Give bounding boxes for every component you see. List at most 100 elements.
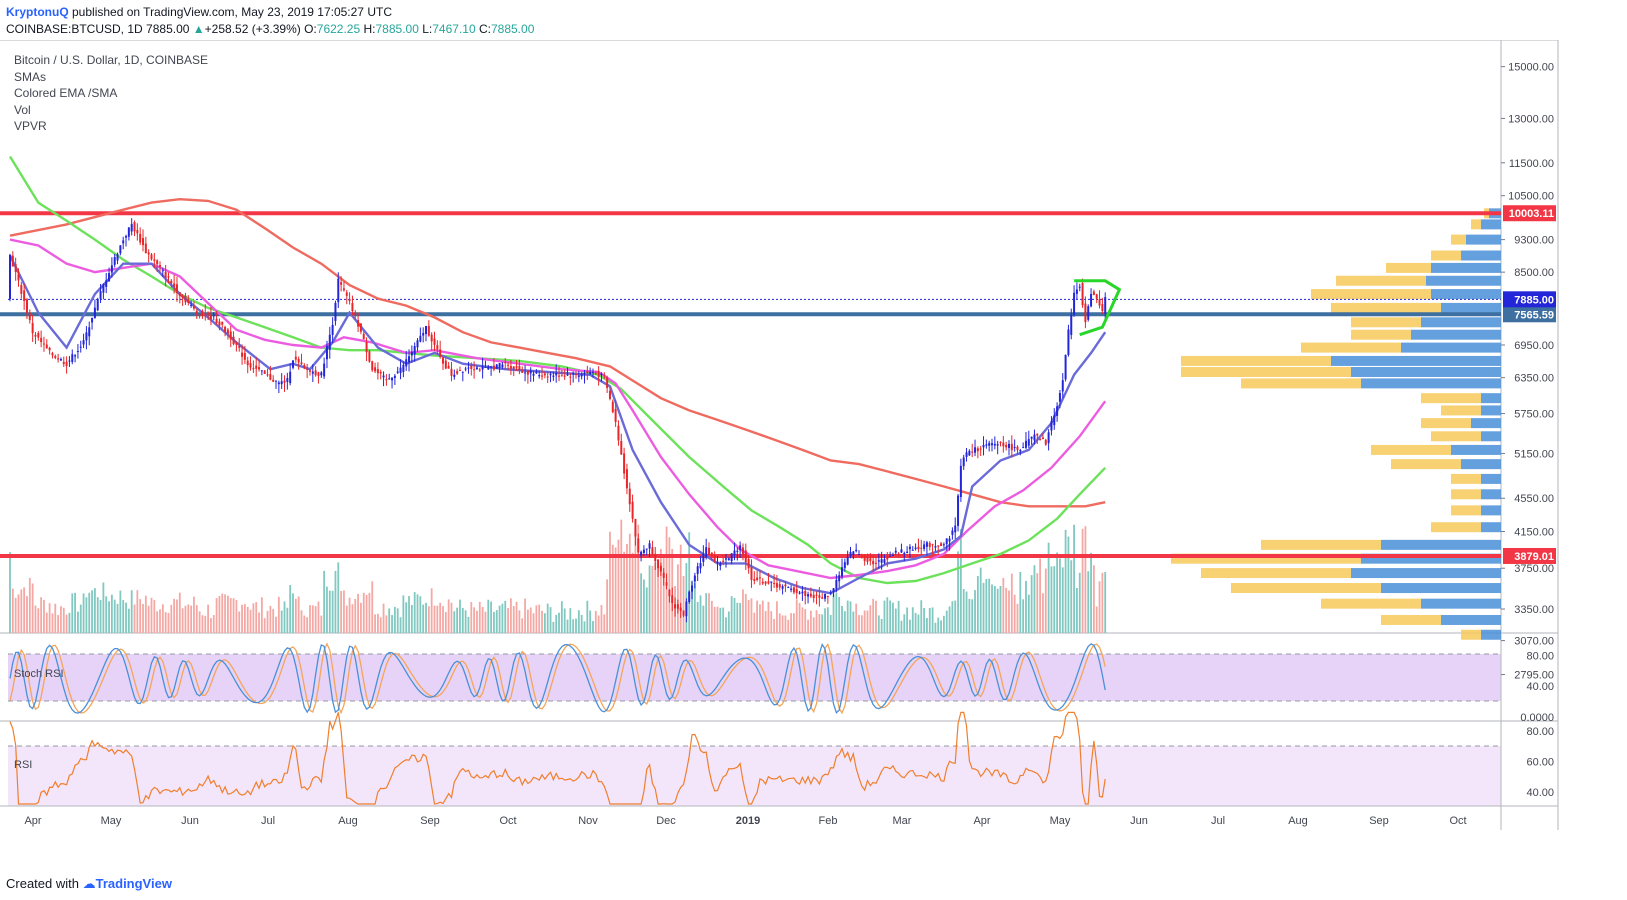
candle-body <box>577 375 580 377</box>
candle-body <box>195 310 198 314</box>
volume-bar <box>668 537 671 633</box>
legend-item[interactable]: Vol <box>14 102 31 117</box>
candle-body <box>812 594 815 599</box>
price-chart[interactable]: 17000.0015000.0013000.0011500.0010500.00… <box>0 40 1627 874</box>
vpvr-bar-down <box>1426 275 1501 286</box>
volume-bar <box>611 544 614 633</box>
author-link[interactable]: KryptonuQ <box>6 5 69 19</box>
volume-bar <box>1010 573 1013 633</box>
candle-body <box>1013 446 1016 448</box>
candle-body <box>385 379 388 381</box>
stoch-tick-label: 40.00 <box>1526 681 1554 693</box>
volume-bar <box>337 562 340 633</box>
volume-bar <box>589 610 592 633</box>
candle-body <box>722 560 725 562</box>
volume-bar <box>691 580 693 633</box>
candle-body <box>226 329 229 334</box>
vpvr-bar-down <box>1381 539 1501 550</box>
volume-bar <box>292 593 294 633</box>
candle-body <box>187 299 190 303</box>
candle-body <box>362 333 365 340</box>
time-axis-label: Feb <box>819 815 838 827</box>
stoch-k-line <box>9 642 1106 714</box>
volume-bar <box>773 619 775 633</box>
vpvr-bar-down <box>1421 317 1501 328</box>
candle-body <box>399 367 402 374</box>
candle-body <box>586 371 589 373</box>
time-axis-label: Mar <box>893 815 912 827</box>
volume-bar <box>543 613 546 633</box>
volume-bar <box>345 605 348 633</box>
vpvr-bar-down <box>1481 473 1501 484</box>
stoch-rsi-title[interactable]: Stoch RSI <box>14 668 64 680</box>
volume-bar <box>510 598 512 633</box>
vpvr-bar-down <box>1441 302 1501 313</box>
volume-bar <box>320 615 323 633</box>
candle-body <box>705 547 708 558</box>
volume-bar <box>999 585 1002 633</box>
volume-bar <box>184 605 187 633</box>
volume-bar <box>793 613 795 633</box>
volume-bar <box>1016 603 1019 633</box>
candle-body <box>957 495 960 526</box>
volume-bar <box>742 589 744 633</box>
volume-bar <box>926 617 928 633</box>
candle-body <box>883 559 886 563</box>
legend-item[interactable]: Bitcoin / U.S. Dollar, 1D, COINBASE <box>14 53 209 67</box>
sma200-line <box>9 197 1106 508</box>
candle-body <box>88 327 91 337</box>
volume-bar <box>512 606 515 633</box>
candle-body <box>1030 436 1033 439</box>
legend-item[interactable]: Colored EMA /SMA <box>14 86 118 100</box>
stoch-tick-label: 80.00 <box>1526 650 1554 662</box>
candle-body <box>824 593 827 599</box>
time-axis-label: Aug <box>1288 815 1308 827</box>
volume-bar <box>246 606 249 633</box>
candle-body <box>832 588 835 593</box>
candle-body <box>393 375 396 378</box>
volume-bar <box>436 605 439 633</box>
price-tick-label: 13000.00 <box>1508 113 1554 125</box>
volume-bar <box>620 519 623 633</box>
volume-bar <box>507 608 509 633</box>
candle-body <box>775 583 778 588</box>
volume-bar <box>1033 565 1036 633</box>
volume-bar <box>1073 524 1075 633</box>
time-axis-label: Sep <box>1369 815 1389 827</box>
rsi-title[interactable]: RSI <box>14 759 33 771</box>
candle-body <box>713 555 716 562</box>
price-tick-label: 6350.00 <box>1514 373 1554 385</box>
volume-bar <box>23 587 26 633</box>
candle-body <box>484 366 487 368</box>
volume-bar <box>235 599 238 633</box>
candle-body <box>787 587 790 589</box>
candle-body <box>91 318 94 323</box>
volume-bar <box>430 588 433 633</box>
candle-body <box>294 356 297 360</box>
tradingview-brand[interactable]: TradingView <box>95 876 172 891</box>
candle-body <box>897 553 900 555</box>
candle-body <box>28 312 31 321</box>
candle-body <box>679 607 682 611</box>
vpvr-bar-up <box>1451 473 1481 484</box>
candle-body <box>473 369 476 371</box>
candle-body <box>1058 393 1061 402</box>
vpvr-bar-up <box>1231 583 1381 594</box>
volume-bar <box>948 606 951 633</box>
volume-bar <box>846 600 849 633</box>
time-axis-label: 2019 <box>736 815 760 827</box>
candle-body <box>727 558 730 560</box>
volume-bar <box>283 601 286 633</box>
candle-body <box>475 367 478 370</box>
volume-bar <box>1044 568 1047 633</box>
volume-bar <box>99 600 102 633</box>
volume-bar <box>1036 573 1039 633</box>
legend-item[interactable]: SMAs <box>14 69 47 84</box>
candle-body <box>597 371 600 377</box>
volume-bar <box>781 615 784 633</box>
volume-bar <box>603 614 606 633</box>
candle-body <box>874 562 877 564</box>
candle-body <box>798 592 801 594</box>
legend-item[interactable]: VPVR <box>14 119 47 133</box>
volume-bar <box>1092 565 1095 633</box>
